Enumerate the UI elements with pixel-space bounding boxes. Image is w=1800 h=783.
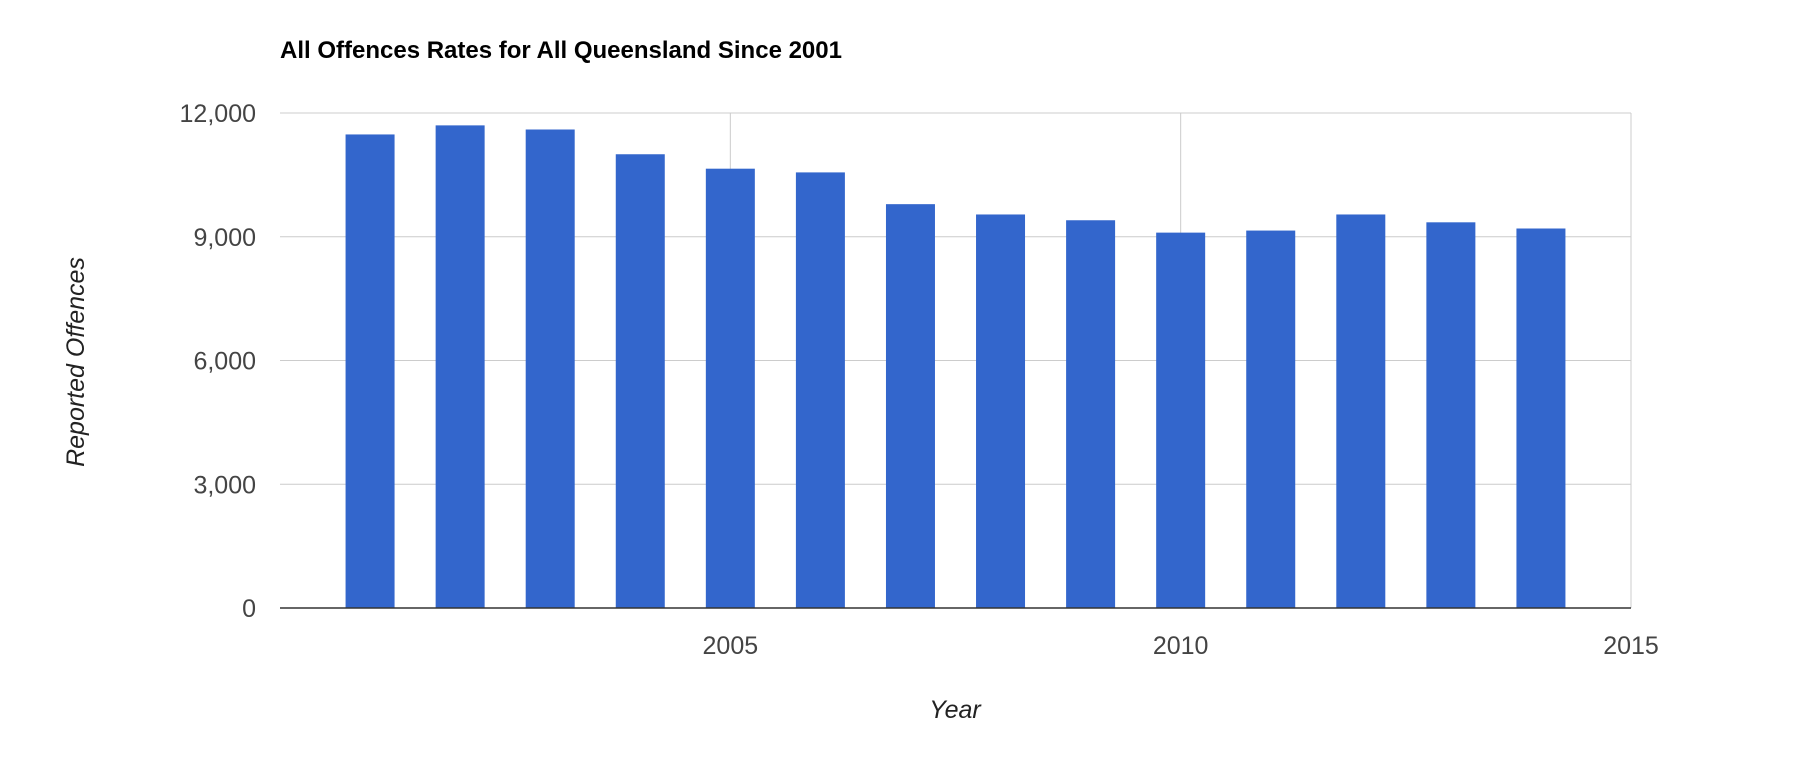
x-tick-label: 2015 (1603, 632, 1659, 660)
y-tick-label: 3,000 (193, 471, 256, 499)
x-tick-label: 2005 (703, 632, 759, 660)
bar-2007[interactable] (885, 204, 935, 608)
bar-2004[interactable] (615, 154, 665, 608)
x-tick-label: 2010 (1153, 632, 1209, 660)
y-tick-label: 6,000 (193, 348, 256, 376)
bar-2014[interactable] (1516, 228, 1566, 609)
bar-2005[interactable] (705, 168, 755, 608)
bar-2006[interactable] (795, 172, 845, 608)
y-tick-label: 9,000 (193, 224, 256, 252)
bars (345, 125, 1566, 609)
bar-2001[interactable] (345, 134, 395, 608)
y-axis-title: Reported Offences (62, 257, 90, 467)
y-tick-labels: 0 3,000 6,000 9,000 12,000 (180, 100, 256, 623)
x-tick-labels: 2005 2010 2015 (703, 632, 1659, 660)
bar-2009[interactable] (1066, 220, 1116, 608)
y-tick-label: 0 (242, 595, 256, 623)
axes (280, 112, 1632, 609)
bar-2008[interactable] (976, 214, 1026, 608)
bar-2010[interactable] (1156, 232, 1206, 608)
y-tick-label: 12,000 (180, 100, 256, 128)
bar-2012[interactable] (1336, 214, 1386, 608)
x-axis-title: Year (929, 696, 982, 724)
bar-2003[interactable] (525, 129, 575, 609)
bar-2013[interactable] (1426, 222, 1476, 608)
bar-2002[interactable] (435, 125, 485, 608)
chart-title: All Offences Rates for All Queensland Si… (280, 37, 842, 64)
bar-2011[interactable] (1246, 230, 1296, 608)
